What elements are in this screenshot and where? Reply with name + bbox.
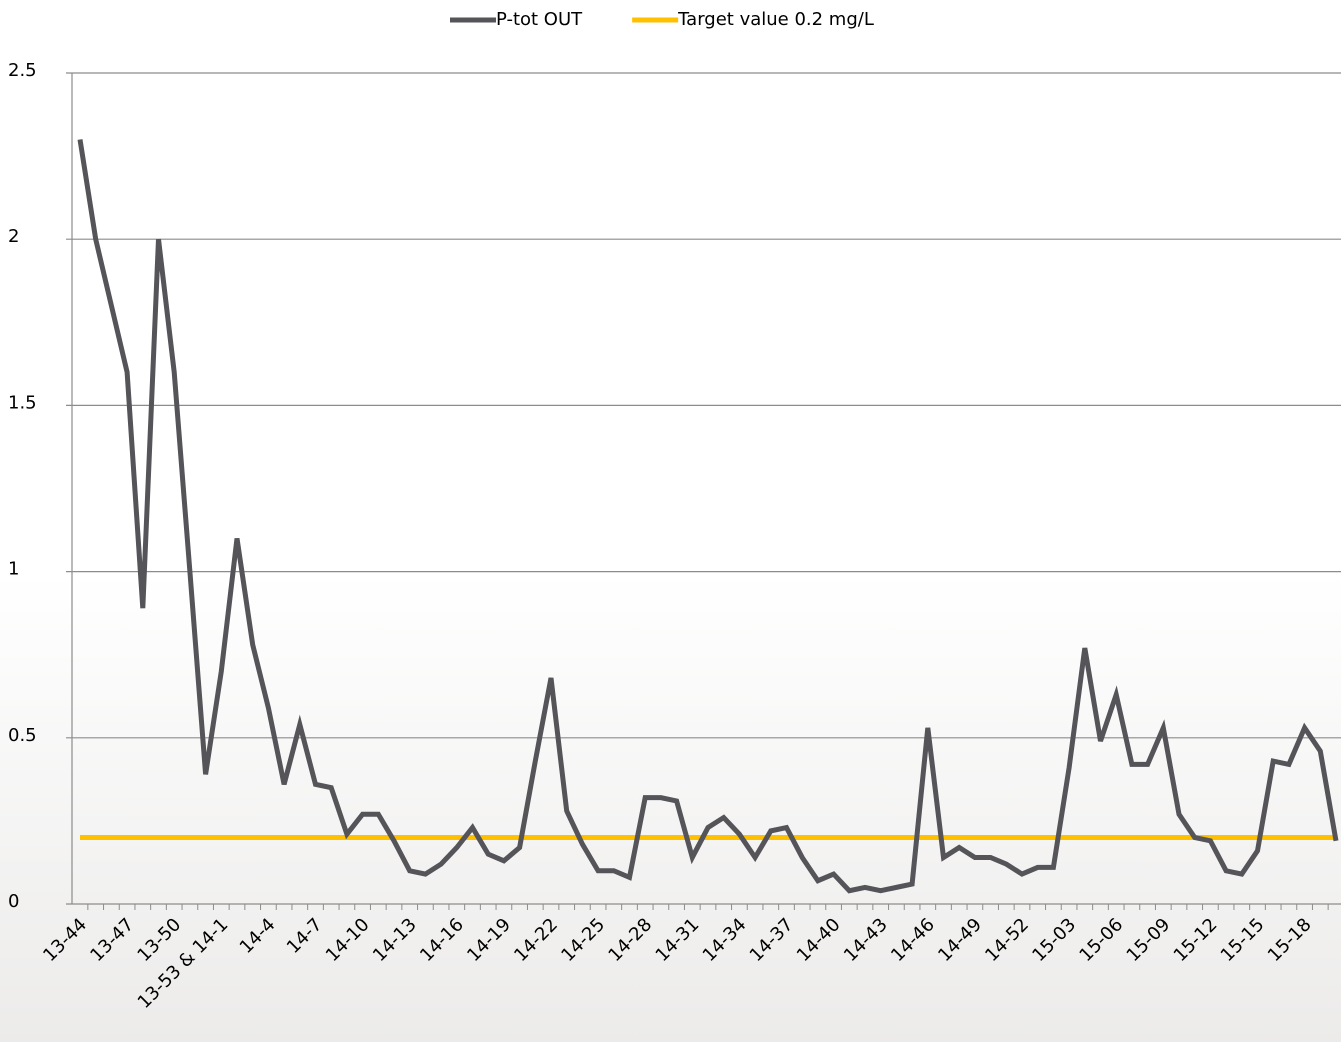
x-tick-label: 13-44 (39, 914, 91, 966)
y-tick-label: 0 (8, 891, 19, 912)
x-tick-label: 14-37 (746, 914, 798, 966)
x-tick-label: 14-4 (236, 914, 280, 958)
x-tick-label: 15-03 (1028, 914, 1080, 966)
x-tick-label: 15-09 (1123, 914, 1175, 966)
series-line (77, 139, 1339, 894)
x-tick-label: 14-46 (887, 914, 939, 966)
x-tick-label: 15-12 (1170, 914, 1222, 966)
x-tick-label: 14-52 (981, 914, 1033, 966)
x-tick-label: 14-28 (604, 914, 656, 966)
x-tick-label: 14-19 (463, 914, 515, 966)
x-tick-label: 14-25 (557, 914, 609, 966)
x-tick-label: 15-15 (1217, 914, 1269, 966)
x-tick-label: 14-40 (793, 914, 845, 966)
x-tick-label: 15-06 (1075, 914, 1127, 966)
legend-label: P-tot OUT (496, 9, 583, 30)
legend: P-tot OUT Target value 0.2 mg/L (450, 9, 874, 30)
x-tick-label: 14-34 (699, 914, 751, 966)
y-tick-label: 1 (8, 559, 19, 580)
x-tick-label: 14-22 (510, 914, 562, 966)
x-tick-label: 14-13 (369, 914, 421, 966)
y-tick-label: 0.5 (8, 725, 37, 746)
x-tick-label: 14-43 (840, 914, 892, 966)
x-tick-label: 14-31 (652, 914, 704, 966)
x-tick-label: 14-10 (322, 914, 374, 966)
x-tick-label: 14-49 (934, 914, 986, 966)
x-tick-label: 13-47 (86, 914, 138, 966)
x-tick-label: 15-18 (1264, 914, 1316, 966)
x-tick-label: 14-16 (416, 914, 468, 966)
y-tick-label: 1.5 (8, 392, 37, 413)
y-tick-label: 2.5 (8, 60, 37, 81)
x-tick-label: 14-7 (283, 914, 327, 958)
y-tick-label: 2 (8, 226, 19, 247)
legend-label: Target value 0.2 mg/L (677, 9, 874, 30)
